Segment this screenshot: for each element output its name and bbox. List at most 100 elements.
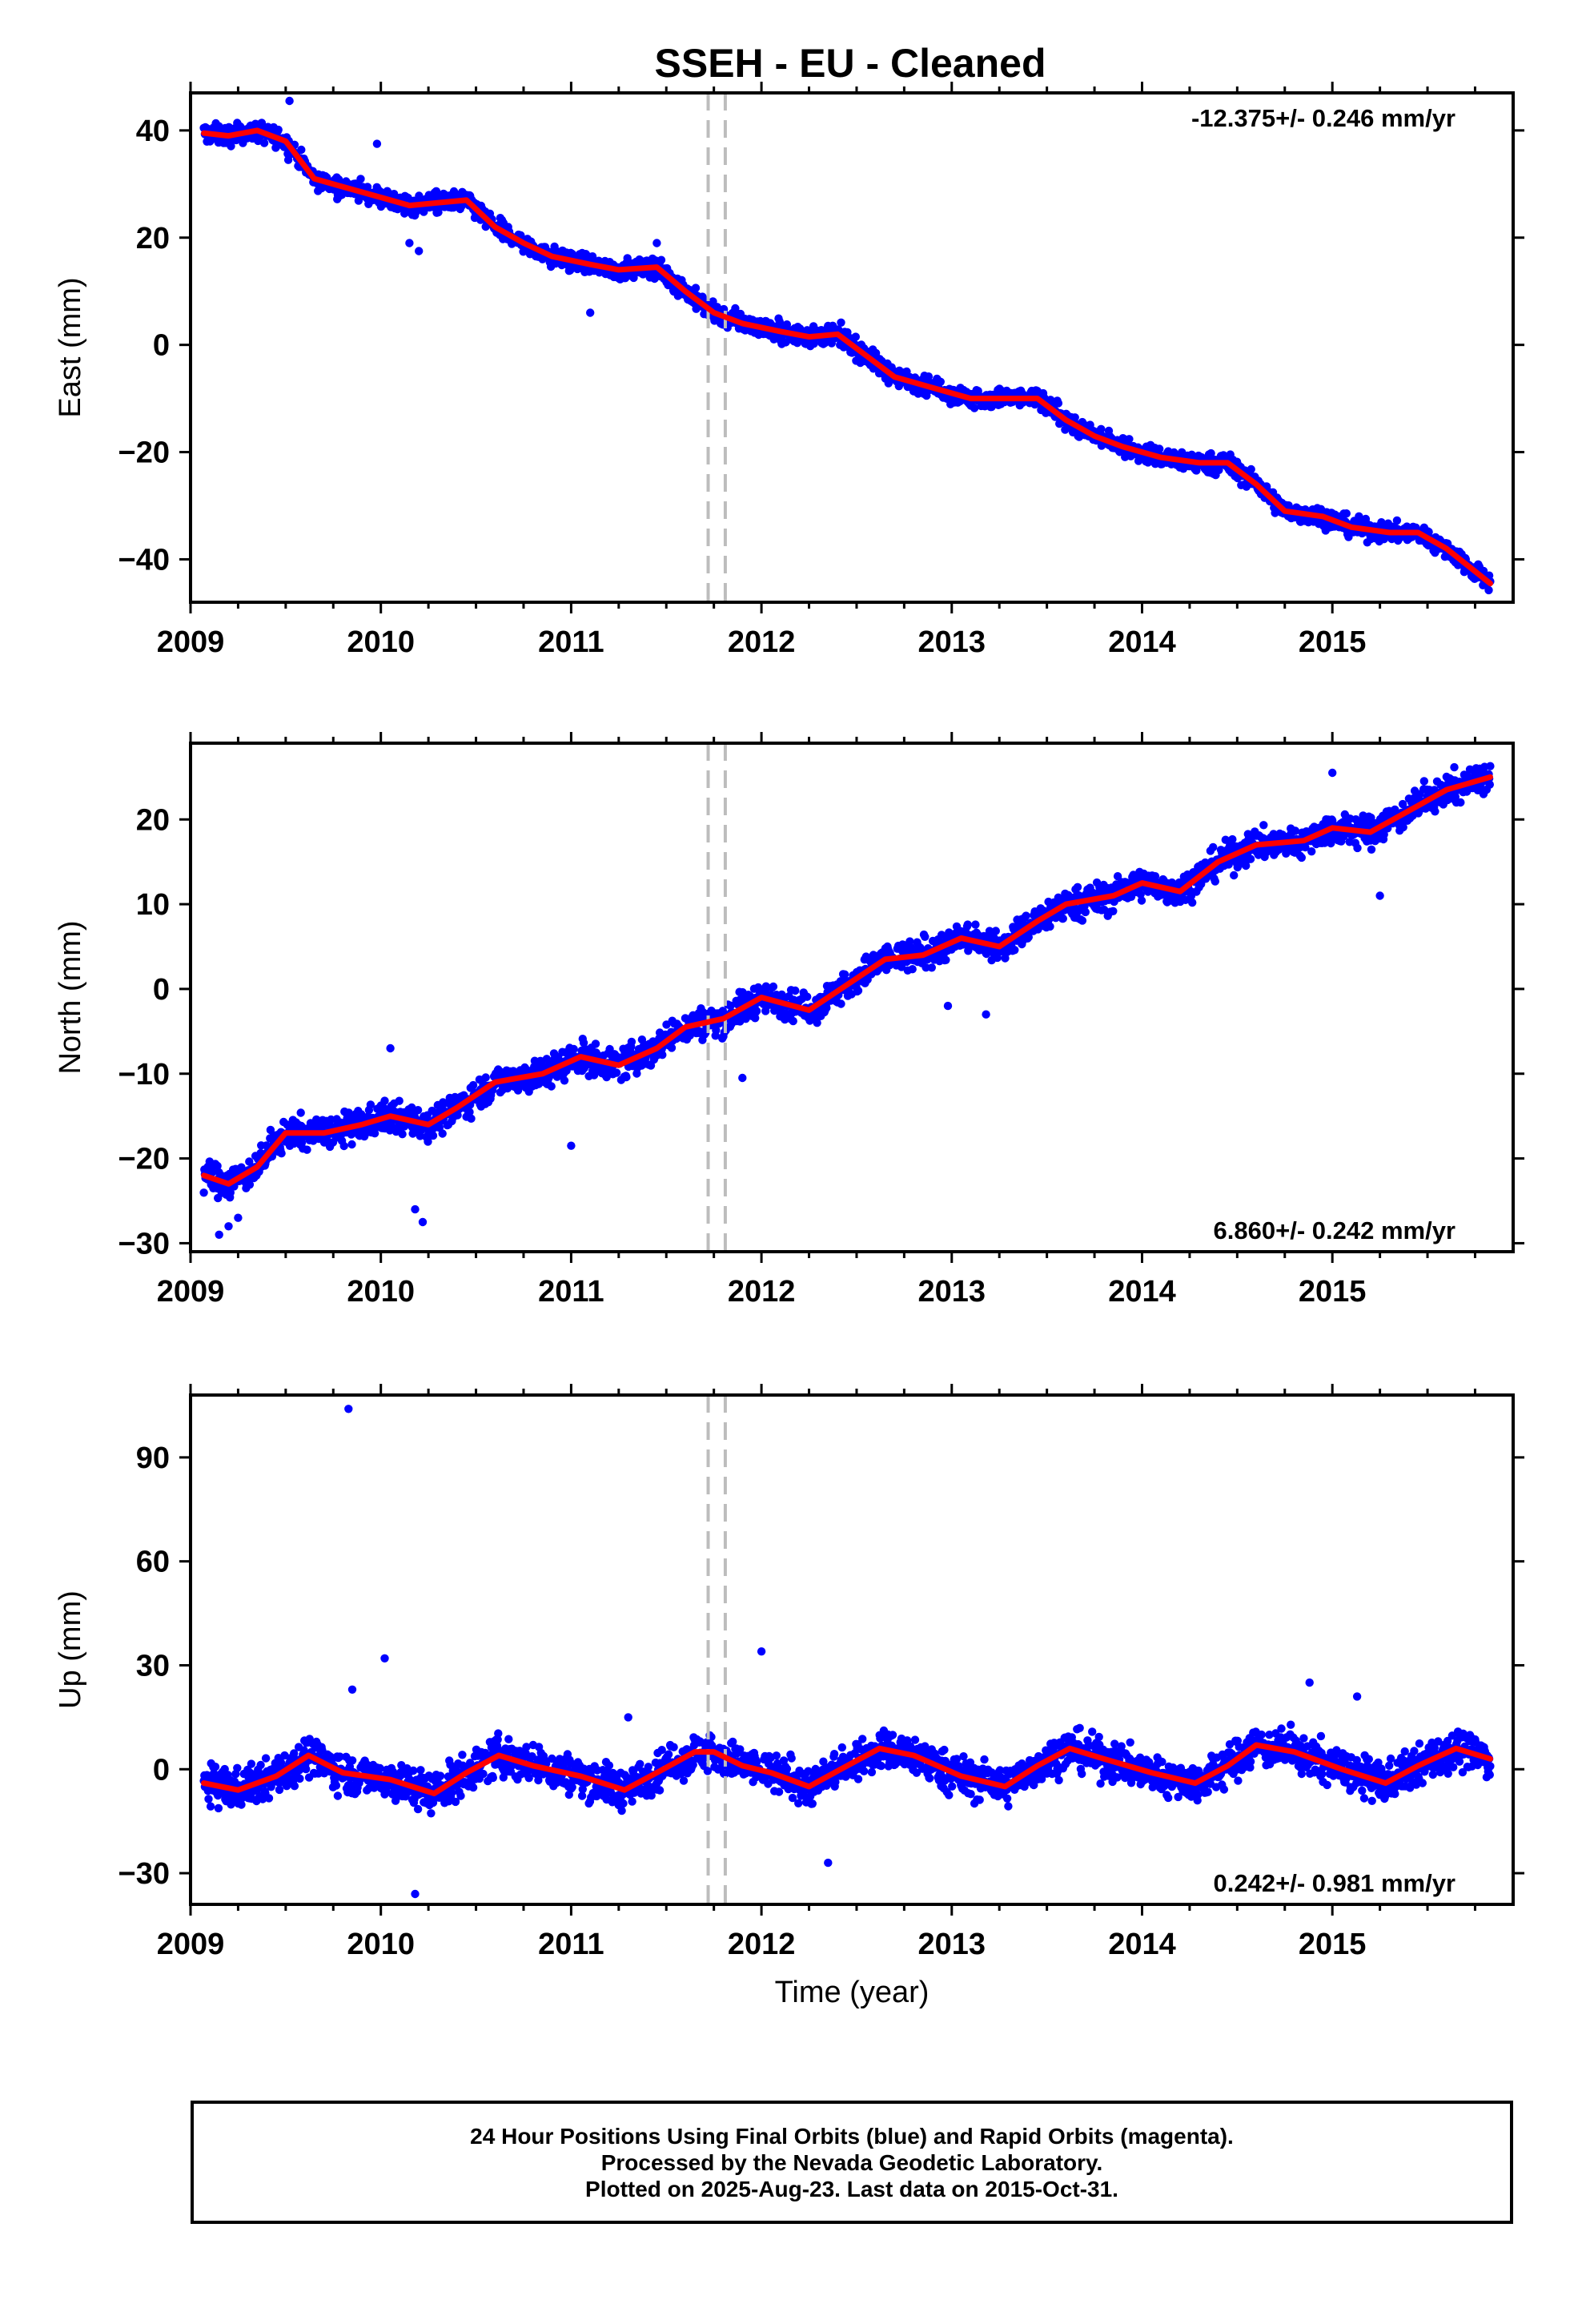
data-point bbox=[386, 1043, 395, 1053]
data-point bbox=[1399, 822, 1407, 832]
data-point bbox=[215, 1230, 223, 1240]
data-point bbox=[233, 1763, 242, 1772]
data-point bbox=[942, 955, 950, 965]
panel-up: 2009 2010 2011 2012 2013 2014 20159060300−30Up… bbox=[54, 1384, 1524, 1961]
y-tick-label: −20 bbox=[118, 436, 170, 470]
data-point bbox=[234, 1213, 243, 1222]
data-point bbox=[424, 1137, 432, 1146]
data-point bbox=[1307, 847, 1316, 856]
data-point bbox=[851, 332, 861, 341]
data-point bbox=[837, 318, 845, 327]
data-point bbox=[302, 1764, 311, 1774]
data-point bbox=[1046, 922, 1054, 931]
data-point bbox=[897, 963, 906, 971]
data-point bbox=[247, 1759, 256, 1768]
data-point bbox=[398, 1130, 407, 1139]
data-point bbox=[468, 1080, 478, 1090]
x-tick-label: 2015 bbox=[1299, 625, 1367, 659]
data-point bbox=[936, 377, 946, 386]
data-point bbox=[207, 1168, 217, 1177]
data-point bbox=[256, 1760, 265, 1770]
data-point bbox=[1221, 835, 1231, 844]
data-points bbox=[199, 1405, 1495, 1899]
data-point bbox=[691, 283, 701, 292]
data-point bbox=[1209, 842, 1218, 852]
data-point bbox=[843, 328, 852, 337]
data-point bbox=[1001, 954, 1010, 963]
data-point bbox=[971, 920, 980, 929]
data-point bbox=[1450, 762, 1459, 772]
data-point bbox=[991, 927, 1001, 935]
data-point bbox=[963, 920, 972, 929]
x-tick-label: 2014 bbox=[1108, 625, 1176, 659]
x-tick-label: 2012 bbox=[728, 625, 796, 659]
data-point bbox=[465, 1108, 474, 1116]
data-point bbox=[586, 308, 595, 317]
data-point bbox=[303, 1145, 311, 1154]
data-point bbox=[982, 1010, 990, 1019]
data-point bbox=[569, 1044, 578, 1054]
data-point bbox=[395, 1096, 404, 1105]
data-point bbox=[908, 965, 917, 974]
data-point bbox=[1431, 807, 1439, 816]
data-point bbox=[840, 970, 849, 979]
y-tick-label: −20 bbox=[118, 1143, 170, 1176]
data-point bbox=[1486, 762, 1495, 770]
data-point bbox=[226, 1188, 235, 1197]
data-point bbox=[1367, 845, 1376, 854]
data-point bbox=[1078, 916, 1087, 925]
data-point bbox=[970, 404, 979, 412]
data-point bbox=[1058, 914, 1068, 923]
data-point bbox=[924, 372, 934, 381]
data-point bbox=[656, 255, 666, 264]
data-point bbox=[339, 1141, 348, 1151]
data-point bbox=[1070, 413, 1079, 422]
data-point bbox=[467, 1114, 476, 1124]
data-point bbox=[547, 1082, 556, 1091]
data-point bbox=[411, 1204, 420, 1214]
panel-east: 2009 2010 2011 2012 2013 2014 201540200−20−40E… bbox=[54, 82, 1524, 659]
data-point bbox=[237, 1800, 246, 1809]
data-point bbox=[1188, 898, 1197, 907]
y-tick-label: 20 bbox=[136, 803, 170, 837]
data-point bbox=[366, 1100, 375, 1109]
data-point bbox=[213, 1161, 222, 1171]
data-point bbox=[1328, 768, 1337, 778]
data-point bbox=[415, 247, 424, 255]
data-point bbox=[418, 1217, 428, 1227]
data-point bbox=[731, 304, 740, 313]
data-point bbox=[290, 1782, 299, 1791]
y-tick-label: 0 bbox=[153, 329, 170, 363]
x-tick-label: 2010 bbox=[347, 1275, 415, 1309]
data-point bbox=[567, 1141, 576, 1150]
data-point bbox=[261, 1754, 271, 1763]
data-point bbox=[612, 1068, 621, 1077]
data-point bbox=[438, 1129, 447, 1138]
chart-title: SSEH - EU - Cleaned bbox=[655, 41, 1046, 86]
data-point bbox=[667, 1043, 677, 1052]
data-point bbox=[1419, 777, 1429, 786]
data-point bbox=[589, 1071, 599, 1080]
x-tick-label: 2015 bbox=[1299, 1275, 1367, 1309]
y-tick-label: 20 bbox=[136, 222, 170, 255]
data-points bbox=[199, 762, 1495, 1240]
data-point bbox=[1136, 890, 1145, 899]
data-point bbox=[1125, 435, 1134, 444]
data-point bbox=[921, 932, 930, 942]
x-tick-label: 2010 bbox=[347, 625, 415, 659]
data-point bbox=[1137, 896, 1146, 905]
data-point bbox=[1456, 798, 1465, 807]
data-point bbox=[1342, 509, 1351, 518]
data-point bbox=[1361, 821, 1371, 830]
data-point bbox=[295, 1774, 304, 1783]
data-point bbox=[1230, 870, 1239, 880]
data-point bbox=[214, 1803, 223, 1813]
data-point bbox=[481, 1073, 490, 1082]
y-tick-label: 0 bbox=[153, 973, 170, 1007]
data-point bbox=[1392, 516, 1402, 525]
data-point bbox=[206, 1802, 215, 1811]
data-point bbox=[1247, 464, 1255, 474]
x-tick-label: 2011 bbox=[538, 1275, 604, 1309]
data-point bbox=[591, 1039, 600, 1048]
